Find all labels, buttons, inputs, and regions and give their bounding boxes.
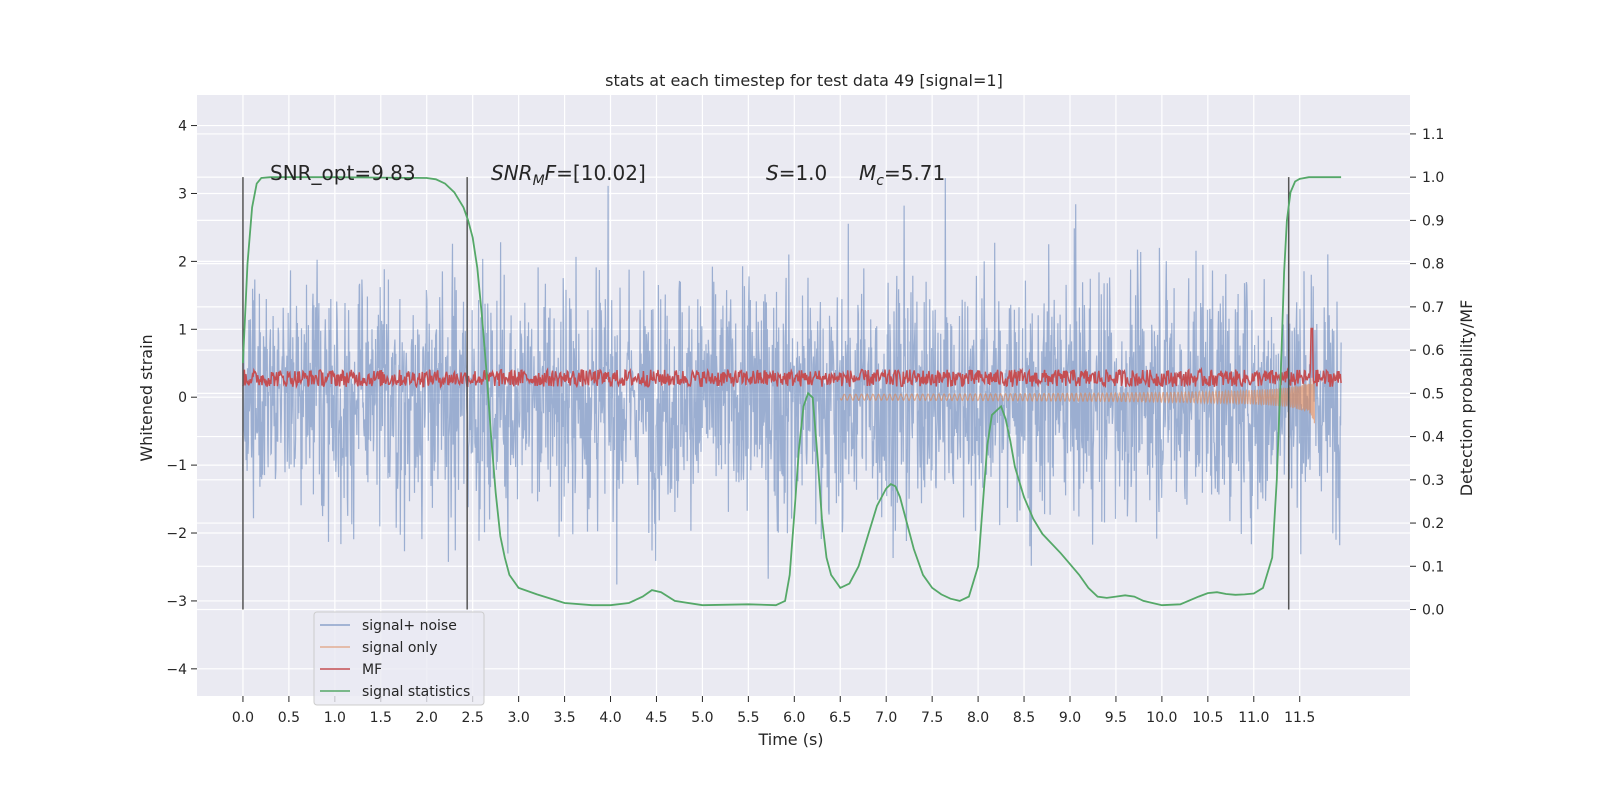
left-y-axis-title: Whitened strain — [137, 334, 156, 461]
right-y-axis: 1.1 1.0 0.9 0.8 0.7 0.6 0.5 0.4 0.3 0.2 0.1 0.0 — [1410, 127, 1444, 619]
signal-only-line — [839, 378, 1315, 424]
left-tick-label: 3 — [178, 186, 187, 202]
legend: signal+ noise signal only MF signal stat… — [313, 611, 485, 706]
right-tick-label: 0.8 — [1422, 257, 1444, 273]
x-tick-label: 1.5 — [370, 710, 392, 726]
x-tick-label: 7.0 — [875, 710, 897, 726]
chart-title: stats at each timestep for test data 49 … — [605, 71, 1003, 90]
series-signal-noise — [242, 178, 1342, 585]
annotation-s-var: S — [766, 161, 779, 185]
x-tick-label: 2.5 — [462, 710, 484, 726]
annotation-snr-opt: SNR_opt=9.83 — [270, 161, 416, 185]
left-tick-label: −4 — [166, 662, 187, 678]
legend-label-signal-statistics: signal statistics — [362, 684, 470, 700]
left-tick-label: −1 — [166, 458, 187, 474]
x-tick-label: 11.0 — [1238, 710, 1269, 726]
annotation-s-value: =1.0 — [779, 161, 828, 185]
x-tick-label: 5.0 — [691, 710, 713, 726]
legend-label-signal-noise: signal+ noise — [362, 618, 457, 634]
x-tick-label: 4.0 — [599, 710, 621, 726]
right-tick-label: 0.5 — [1422, 386, 1444, 402]
x-tick-label: 2.0 — [416, 710, 438, 726]
x-axis-title: Time (s) — [757, 730, 823, 749]
right-tick-label: 0.0 — [1422, 603, 1444, 619]
right-y-axis-title: Detection probability/MF — [1457, 300, 1476, 497]
x-tick-label: 7.5 — [921, 710, 943, 726]
left-tick-label: 0 — [178, 390, 187, 406]
legend-box — [313, 611, 485, 706]
legend-label-signal-only: signal only — [362, 640, 437, 656]
legend-label-mf: MF — [362, 662, 382, 678]
x-tick-label: 6.0 — [783, 710, 805, 726]
x-tick-label: 4.5 — [645, 710, 667, 726]
right-tick-label: 0.1 — [1422, 559, 1444, 575]
x-tick-label: 9.0 — [1059, 710, 1081, 726]
x-tick-label: 0.5 — [278, 710, 300, 726]
annotation-snr-mf-sub: M — [533, 173, 545, 189]
annotation-mc-var: M — [859, 161, 876, 185]
left-y-axis: 4 3 2 1 0 −1 −2 −3 −4 — [166, 119, 197, 678]
vertical-markers — [242, 177, 1290, 610]
right-tick-label: 0.3 — [1422, 473, 1444, 489]
x-tick-label: 8.0 — [967, 710, 989, 726]
left-tick-label: 4 — [178, 119, 187, 135]
annotation-mc-value: =5.71 — [884, 161, 945, 185]
annotation-snr-mf-base: SNR — [491, 161, 533, 185]
x-tick-label: 1.0 — [324, 710, 346, 726]
left-tick-label: 1 — [178, 322, 187, 338]
right-tick-label: 0.9 — [1422, 213, 1444, 229]
x-tick-label: 9.5 — [1105, 710, 1127, 726]
x-tick-label: 0.0 — [232, 710, 254, 726]
annotation-snr-mf-value: =[10.02] — [556, 161, 646, 185]
x-tick-label: 11.5 — [1284, 710, 1315, 726]
left-tick-label: −2 — [166, 526, 187, 542]
signal-statistics-line — [242, 176, 1342, 607]
annotation-s: S=1.0 — [766, 161, 827, 185]
series-signal-statistics — [242, 176, 1342, 607]
x-tick-label: 10.0 — [1146, 710, 1177, 726]
right-tick-label: 0.2 — [1422, 516, 1444, 532]
series-mf — [242, 327, 1342, 390]
right-tick-label: 0.7 — [1422, 300, 1444, 316]
right-tick-label: 0.6 — [1422, 343, 1444, 359]
mf-line — [242, 327, 1342, 390]
annotation-snr-mf-rest: F — [545, 161, 557, 185]
annotation-snr-mf: SNRMF=[10.02] — [491, 161, 646, 189]
left-tick-label: 2 — [178, 254, 187, 270]
annotation-mc-sub: c — [876, 173, 884, 189]
annotation-mc: Mc=5.71 — [859, 161, 945, 189]
right-tick-label: 1.1 — [1422, 127, 1444, 143]
x-tick-label: 6.5 — [829, 710, 851, 726]
x-tick-label: 5.5 — [737, 710, 759, 726]
x-tick-label: 10.5 — [1192, 710, 1223, 726]
left-tick-label: −3 — [166, 594, 187, 610]
right-tick-label: 0.4 — [1422, 430, 1444, 446]
x-tick-label: 8.5 — [1013, 710, 1035, 726]
x-tick-label: 3.5 — [553, 710, 575, 726]
x-axis: 0.0 0.5 1.0 1.5 2.0 2.5 3.0 3.5 4.0 4.5 5.0 5.5 6.0 6… — [232, 696, 1315, 726]
right-tick-label: 1.0 — [1422, 170, 1444, 186]
signal-noise-line — [242, 178, 1342, 585]
x-tick-label: 3.0 — [507, 710, 529, 726]
series-signal-only — [839, 378, 1315, 424]
